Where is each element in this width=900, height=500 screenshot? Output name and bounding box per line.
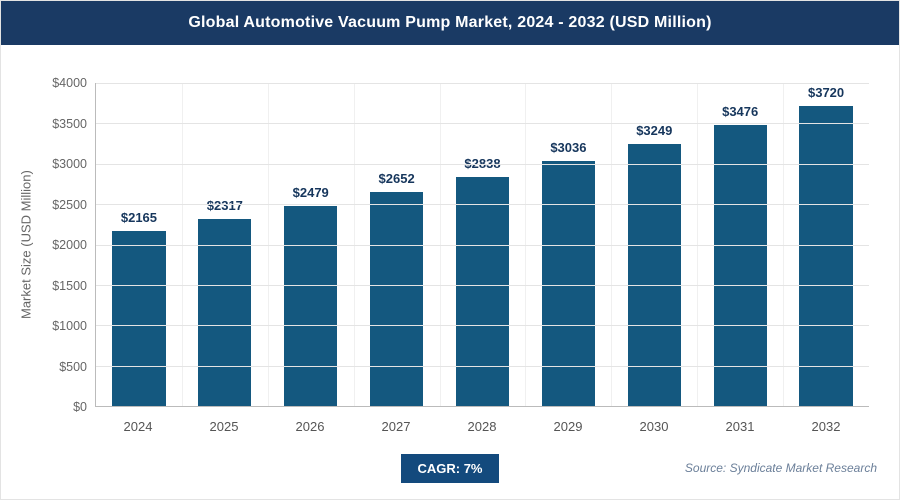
bar-slot: $2317 [182, 83, 268, 406]
gridline [96, 325, 869, 327]
y-tick-label: $3000 [52, 157, 87, 171]
bar [713, 125, 767, 406]
chart-footer: CAGR: 7% Source: Syndicate Market Resear… [1, 437, 899, 499]
gridline [96, 204, 869, 206]
plot-area: $2165 $2317 $2479 $2652 $2838 $3036 $3249 $3476… [95, 83, 869, 407]
bar-value-label: $2652 [378, 170, 415, 186]
bar-slot: $3476 [697, 83, 783, 406]
y-tick-label: $2000 [52, 238, 87, 252]
bar-slot: $3036 [525, 83, 611, 406]
bar [198, 218, 252, 406]
bar [369, 191, 424, 406]
bar-value-label: $3476 [722, 104, 759, 120]
gridline [96, 123, 869, 125]
x-tick-label: 2025 [209, 418, 239, 434]
bar [799, 105, 853, 406]
bar [627, 143, 681, 406]
bar-value-label: $2317 [206, 197, 243, 213]
y-tick-label: $3500 [52, 116, 87, 131]
y-tick-label: $2500 [52, 197, 87, 212]
y-tick-label: $1000 [52, 319, 87, 333]
x-tick-label: 2027 [381, 418, 411, 434]
gridline [96, 365, 869, 367]
x-tick-label: 2028 [467, 418, 497, 434]
x-tick-label: 2030 [639, 418, 669, 434]
x-tick-label: 2026 [295, 418, 325, 434]
gridline [96, 163, 869, 165]
bar-slot: $3249 [611, 83, 697, 406]
bar-value-label: $3720 [807, 84, 845, 100]
bar [112, 231, 166, 406]
cagr-badge: CAGR: 7% [401, 453, 499, 483]
chart-header: Global Automotive Vacuum Pump Market, 20… [1, 1, 899, 45]
bar-slot: $2479 [268, 83, 354, 406]
bar-value-label: $3036 [550, 139, 587, 155]
gridline [96, 244, 869, 246]
chart-area: Market Size (USD Million) $0 $500 $1000 $15… [1, 45, 899, 437]
gridline [96, 83, 869, 84]
bar-value-label: $2165 [120, 210, 158, 226]
bar-slot: $2652 [354, 83, 440, 406]
chart-title: Global Automotive Vacuum Pump Market, 20… [188, 14, 712, 31]
bar-slot: $2165 [96, 83, 182, 406]
y-tick-label: $1500 [52, 278, 87, 293]
bars-container: $2165 $2317 $2479 $2652 $2838 $3036 $3249 $3476… [96, 83, 869, 406]
bar [541, 160, 596, 406]
x-axis-labels: 2024 2025 2026 2027 2028 2029 2030 2031 2032 [95, 407, 869, 437]
x-tick-label: 2024 [123, 418, 153, 434]
gridline [96, 284, 869, 286]
y-axis-ticks: $0 $500 $1000 $1500 $2000 $2500 $3000 $3500 $400… [39, 76, 95, 414]
x-tick-label: 2029 [553, 418, 583, 434]
bar-value-label: $3249 [636, 122, 673, 138]
bar-value-label: $2479 [292, 184, 329, 200]
bar-slot: $2838 [440, 83, 526, 406]
y-tick-label: $500 [59, 359, 87, 374]
bar-slot: $3720 [783, 83, 869, 406]
bar [284, 205, 338, 406]
source-text: Source: Syndicate Market Research [684, 461, 877, 475]
x-tick-label: 2032 [811, 418, 841, 434]
x-tick-label: 2031 [725, 418, 755, 434]
bar [455, 176, 510, 406]
y-axis-title: Market Size (USD Million) [18, 170, 34, 320]
y-tick-label: $0 [73, 400, 87, 414]
bar-value-label: $2838 [464, 155, 501, 171]
y-tick-label: $4000 [52, 76, 87, 90]
